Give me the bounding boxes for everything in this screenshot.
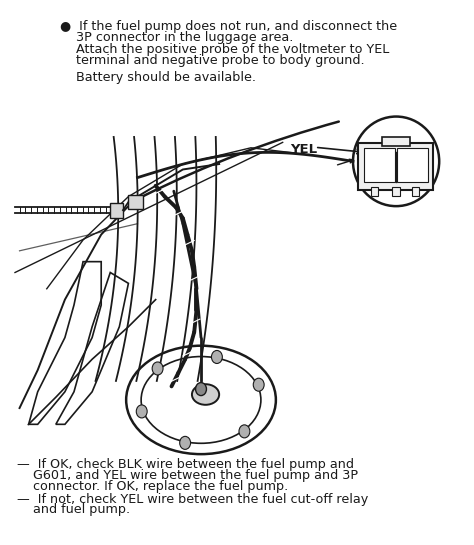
FancyBboxPatch shape — [358, 143, 433, 190]
Text: —  If not, check YEL wire between the fuel cut-off relay: — If not, check YEL wire between the fue… — [17, 493, 368, 506]
Ellipse shape — [192, 384, 219, 405]
Circle shape — [180, 437, 191, 450]
Text: and fuel pump.: and fuel pump. — [17, 504, 130, 517]
Circle shape — [211, 350, 222, 364]
Text: 3P connector in the luggage area.: 3P connector in the luggage area. — [60, 31, 294, 44]
Bar — [365, 148, 395, 182]
Text: —  If OK, check BLK wire between the fuel pump and: — If OK, check BLK wire between the fuel… — [17, 458, 354, 471]
Text: ●  If the fuel pump does not run, and disconnect the: ● If the fuel pump does not run, and dis… — [60, 20, 398, 33]
Bar — [110, 203, 123, 218]
Circle shape — [239, 425, 250, 438]
Circle shape — [137, 405, 147, 418]
Bar — [392, 187, 400, 196]
Text: Attach the positive probe of the voltmeter to YEL: Attach the positive probe of the voltmet… — [60, 43, 390, 56]
Text: YEL: YEL — [290, 143, 317, 156]
Bar — [128, 195, 143, 209]
Bar — [397, 148, 428, 182]
Circle shape — [152, 362, 163, 375]
Circle shape — [253, 378, 264, 391]
Bar — [382, 137, 410, 146]
Text: Battery should be available.: Battery should be available. — [60, 71, 256, 84]
Bar — [412, 187, 419, 196]
Bar — [371, 187, 378, 196]
Text: terminal and negative probe to body ground.: terminal and negative probe to body grou… — [60, 54, 365, 67]
Text: connector. If OK, replace the fuel pump.: connector. If OK, replace the fuel pump. — [17, 480, 289, 493]
Circle shape — [196, 383, 207, 396]
Text: G601, and YEL wire between the fuel pump and 3P: G601, and YEL wire between the fuel pump… — [17, 469, 358, 482]
